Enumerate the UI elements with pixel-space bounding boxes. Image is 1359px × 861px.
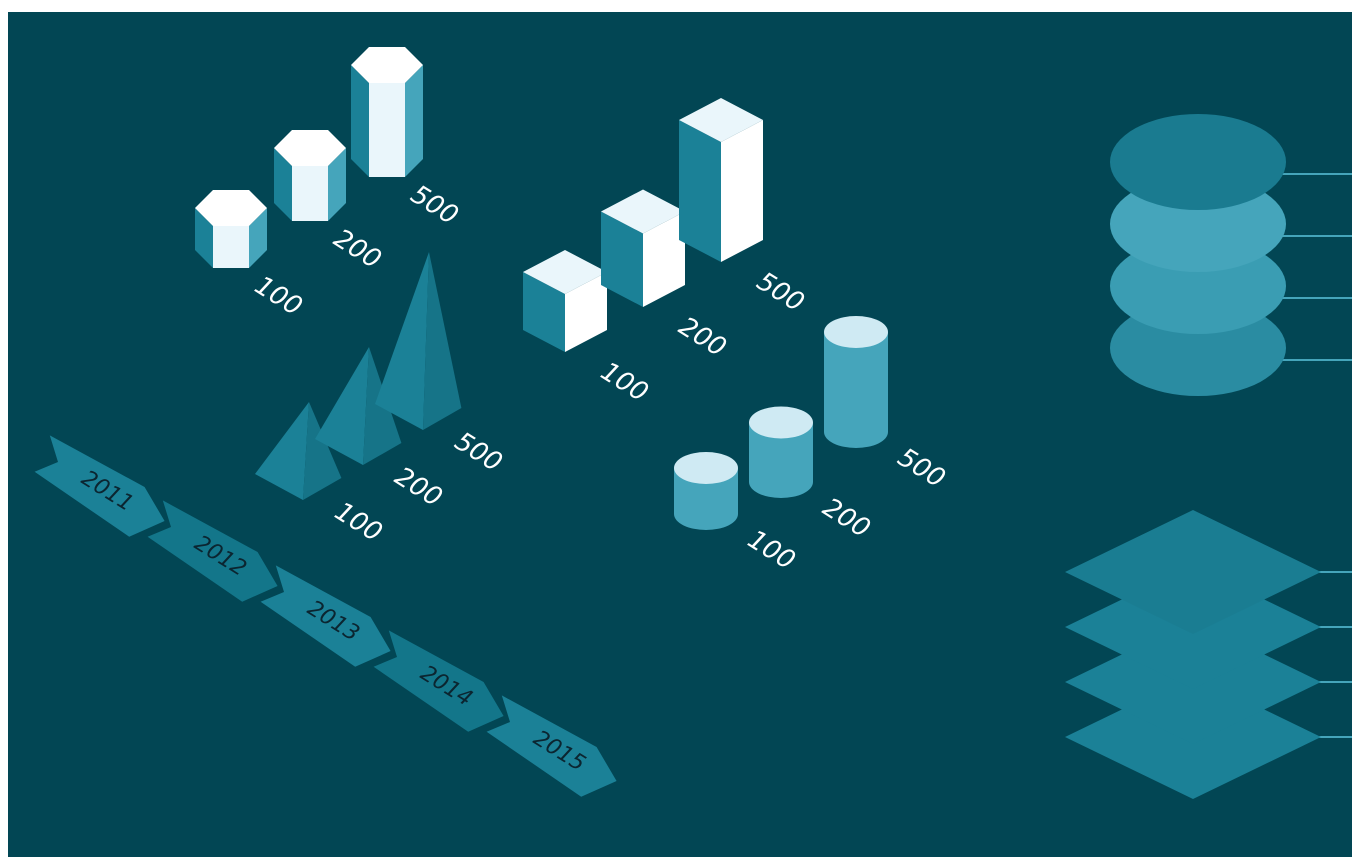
cube-right-face xyxy=(565,272,607,352)
timeline-segment: 2011 xyxy=(34,435,165,537)
hexagon-front-face xyxy=(213,226,249,268)
value-label: 100 xyxy=(249,270,307,322)
cube-bar xyxy=(601,189,685,307)
value-label: 100 xyxy=(742,524,800,576)
cube-top-face xyxy=(679,98,763,142)
hexagon-left-face xyxy=(195,208,213,268)
timeline-segment: 2013 xyxy=(260,565,391,667)
hexagon-top-face xyxy=(274,130,346,166)
value-label: 200 xyxy=(817,492,875,544)
hexagon-bar-chart: 100 200 500 xyxy=(195,47,463,322)
value-label: 100 xyxy=(329,496,387,548)
cylinder-bar xyxy=(674,452,738,530)
value-label: 500 xyxy=(405,179,463,231)
cylinder-body xyxy=(674,468,738,530)
cube-left-face xyxy=(679,120,721,262)
diamond-layer-stack xyxy=(1065,510,1352,799)
pyramid-bar xyxy=(255,402,342,500)
cylinder-bar xyxy=(749,406,813,498)
hexagon-top-face xyxy=(351,47,423,83)
pyramid-right-face xyxy=(303,402,342,500)
hexagon-right-face xyxy=(405,65,423,177)
timeline-arrow xyxy=(147,500,278,602)
timeline-arrow xyxy=(486,695,617,797)
hexagon-front-face xyxy=(369,83,405,177)
cylinder-bar xyxy=(824,316,888,448)
ellipse-layer xyxy=(1110,114,1286,210)
cube-right-face xyxy=(721,120,763,262)
pyramid-left-face xyxy=(315,347,369,465)
timeline-segment: 2015 xyxy=(486,695,617,797)
pyramid-left-face xyxy=(375,252,429,430)
ellipse-layer-stack xyxy=(1110,114,1352,396)
value-label: 500 xyxy=(892,442,950,494)
hexagon-front-face xyxy=(292,166,328,221)
timeline-arrow xyxy=(260,565,391,667)
hexagon-bar xyxy=(274,130,346,221)
cube-bar xyxy=(679,98,763,262)
cube-left-face xyxy=(523,272,565,352)
cylinder-top-face xyxy=(824,316,888,348)
hexagon-top-face xyxy=(195,190,267,226)
value-label: 200 xyxy=(328,223,386,275)
cube-bar-chart: 100 200 500 xyxy=(523,98,809,408)
isometric-charts-svg: 1002005001002005001002005001002005002011… xyxy=(34,47,1352,799)
hexagon-right-face xyxy=(249,208,267,268)
value-label: 200 xyxy=(673,311,731,363)
value-label: 500 xyxy=(751,266,809,318)
cube-left-face xyxy=(601,211,643,307)
cylinder-body xyxy=(824,332,888,448)
pyramid-left-face xyxy=(255,402,309,500)
value-label: 500 xyxy=(449,426,507,478)
cube-top-face xyxy=(523,250,607,294)
cylinder-body xyxy=(749,422,813,498)
timeline-arrow xyxy=(373,630,504,732)
diamond-layer xyxy=(1065,510,1321,634)
value-label: 200 xyxy=(389,461,447,513)
timeline-segment: 2014 xyxy=(373,630,504,732)
pyramid-right-face xyxy=(423,252,462,430)
timeline-arrow xyxy=(34,435,165,537)
cube-right-face xyxy=(643,211,685,307)
value-label: 100 xyxy=(595,356,653,408)
hexagon-left-face xyxy=(274,148,292,221)
cylinder-top-face xyxy=(749,406,813,439)
hexagon-right-face xyxy=(328,148,346,221)
hexagon-bar xyxy=(195,190,267,268)
hexagon-bar xyxy=(351,47,423,177)
cube-bar xyxy=(523,250,607,352)
hexagon-left-face xyxy=(351,65,369,177)
cylinder-top-face xyxy=(674,452,738,484)
cube-top-face xyxy=(601,189,685,234)
timeline-segment: 2012 xyxy=(147,500,278,602)
infographic-canvas: 100 200 500 100 200 500 100 200 500 100 200 500 2011… xyxy=(8,12,1352,857)
pyramid-bar xyxy=(375,252,462,430)
